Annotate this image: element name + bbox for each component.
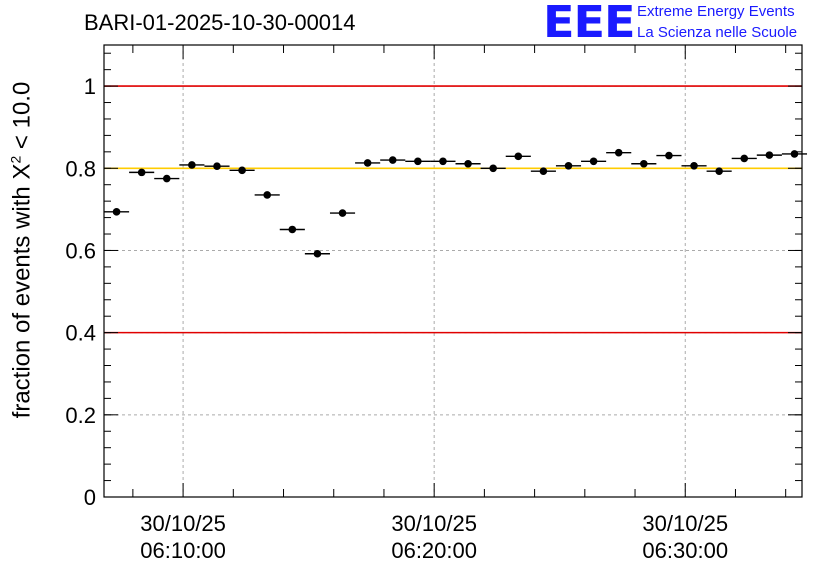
x-tick-label-time: 06:30:00	[642, 538, 728, 563]
run-title: BARI-01-2025-10-30-00014	[84, 10, 356, 35]
grid	[104, 45, 802, 497]
data-point	[137, 168, 146, 177]
data-point	[614, 148, 623, 157]
y-axis-label-suffix: < 10.0	[8, 81, 36, 156]
y-tick-label: 0	[84, 485, 96, 510]
x-tick-label-date: 30/10/25	[391, 511, 477, 536]
axis-ticks	[104, 45, 802, 498]
data-point	[338, 209, 347, 217]
y-axis-label-prefix: fraction of events with	[8, 179, 36, 419]
reference-lines	[104, 85, 802, 334]
plot-frame	[103, 44, 803, 498]
data-point	[188, 161, 196, 169]
y-tick-label: 0.4	[65, 321, 96, 346]
tick-labels: 00.20.40.60.8130/10/2506:10:0030/10/2506…	[65, 74, 728, 563]
y-axis-label: fraction of events with X2 < 10.0	[8, 82, 37, 419]
eee-logo: EEE	[543, 0, 636, 48]
y-axis-label-symbol: X	[8, 163, 36, 180]
data-point	[715, 167, 723, 175]
data-point	[765, 151, 774, 159]
data-series	[104, 148, 808, 258]
data-point	[589, 157, 598, 166]
x-tick-label-time: 06:20:00	[391, 538, 477, 563]
data-point	[288, 225, 297, 234]
data-point	[790, 150, 799, 158]
data-point	[564, 162, 573, 170]
data-point	[439, 157, 447, 166]
data-point	[388, 156, 397, 164]
y-tick-label: 0.2	[65, 403, 96, 428]
data-point	[489, 164, 497, 173]
y-tick-label: 1	[84, 74, 96, 99]
data-point	[640, 159, 648, 168]
data-point	[213, 162, 221, 171]
data-point	[740, 154, 749, 163]
data-point	[464, 159, 472, 168]
data-point	[414, 157, 422, 166]
logo-line-2: La Scienza nelle Scuole	[637, 24, 798, 41]
x-tick-label-date: 30/10/25	[140, 511, 226, 536]
data-point	[665, 151, 673, 160]
data-point	[690, 162, 698, 170]
data-point	[263, 191, 272, 199]
data-point	[162, 174, 171, 183]
logo-line-1: Extreme Energy Events	[637, 3, 795, 20]
data-point	[112, 208, 121, 216]
y-tick-label: 0.6	[65, 238, 96, 263]
x-tick-label-date: 30/10/25	[642, 511, 728, 536]
data-point	[238, 166, 246, 175]
data-point	[539, 167, 548, 175]
x-tick-label-time: 06:10:00	[140, 538, 226, 563]
y-tick-label: 0.8	[65, 156, 96, 181]
data-point	[313, 249, 322, 258]
data-point	[363, 159, 372, 167]
data-point	[514, 152, 523, 161]
y-axis-label-sup: 2	[7, 155, 24, 164]
